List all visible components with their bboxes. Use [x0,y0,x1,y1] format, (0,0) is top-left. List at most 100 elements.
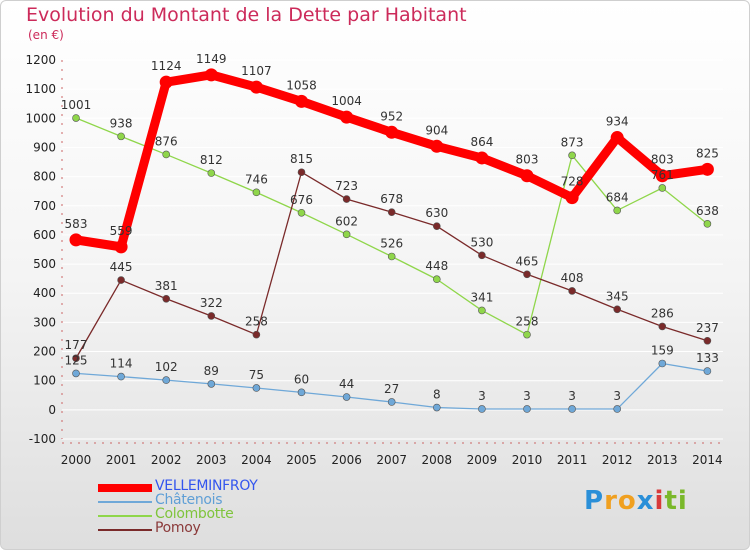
chart-title: Evolution du Montant de la Dette par Hab… [26,4,467,26]
data-point [295,94,308,108]
data-point [658,359,667,368]
data-point [72,354,80,363]
data-label: 125 [65,353,88,367]
x-tick-label: 2003 [196,453,227,467]
y-tick-label: 400 [33,286,56,300]
series-châtenois [72,359,712,413]
data-point [117,276,125,284]
data-point [297,168,306,177]
data-label: 825 [696,146,719,160]
data-label: 3 [478,389,486,403]
legend-label: VELLEMINFROY [155,478,258,494]
legend-swatch [98,515,152,517]
data-point [117,372,125,381]
legend-swatch [98,529,152,531]
data-point [249,80,263,94]
data-label: 938 [110,116,133,130]
data-point [342,195,351,203]
data-point [204,68,218,82]
data-label: 1124 [151,59,182,73]
data-point [162,376,170,384]
data-point [207,169,216,177]
data-label: 322 [200,296,223,310]
logo-letter: t [664,486,678,516]
data-label: 761 [651,168,674,182]
data-point [252,188,261,197]
x-tick-label: 2012 [602,453,633,467]
data-point [613,206,622,215]
data-point [297,388,306,397]
proxiti-logo: Proxiti [584,486,688,516]
y-tick-label: 1000 [25,111,56,125]
logo-letter: i [677,486,688,516]
unit-label: (en €) [28,28,64,42]
data-point [568,287,576,295]
data-label: 1001 [61,98,92,112]
data-label: 864 [470,135,493,149]
data-point [432,222,441,230]
data-label: 728 [561,175,584,189]
data-point [613,305,622,314]
data-label: 530 [470,235,493,249]
data-label: 448 [425,259,448,273]
data-label: 258 [516,315,539,329]
data-point [387,398,396,406]
data-point [523,405,531,413]
x-tick-label: 2010 [512,453,543,467]
x-tick-label: 2004 [241,453,272,467]
data-label: 904 [425,123,448,137]
data-label: 723 [335,179,358,193]
data-label: 102 [155,360,178,374]
data-point [613,405,622,413]
data-point [568,151,576,160]
y-tick-label: 700 [33,199,56,213]
data-point [159,75,173,89]
data-label: 876 [155,134,178,148]
data-label: 408 [561,271,584,285]
data-point [162,150,170,159]
data-label: 815 [290,152,313,166]
data-label: 803 [651,153,674,167]
y-tick-label: 200 [33,345,56,359]
data-point [523,270,531,279]
data-point [478,306,486,315]
data-label: 3 [568,389,576,403]
y-tick-label: 100 [33,374,56,388]
data-label: 684 [606,190,629,204]
legend-label: Pomoy [155,520,201,536]
data-label: 1004 [331,94,362,108]
data-point [385,125,399,139]
data-label: 583 [65,217,88,231]
data-point [69,233,83,247]
data-point [478,405,486,413]
series-line [71,70,712,252]
legend-label: Châtenois [155,492,223,508]
y-tick-label: 1100 [25,82,56,96]
data-label: 27 [384,382,399,396]
data-label: 381 [155,279,178,293]
data-label: 1058 [286,78,317,92]
logo-letter: o [617,486,637,516]
data-label: 445 [110,260,133,274]
data-label: 3 [523,389,531,403]
data-point [432,403,441,412]
data-label: 75 [249,368,264,382]
data-point [700,162,714,176]
logo-letter: r [604,486,618,516]
y-tick-label: 1200 [25,53,56,67]
data-point [432,275,441,284]
series-colombotte [72,114,712,339]
y-tick-label: 300 [33,315,56,329]
data-label: 8 [433,388,441,402]
data-point [72,369,80,378]
data-point [610,131,624,145]
data-point [297,208,306,217]
data-point [252,384,261,392]
data-label: 237 [696,321,719,335]
data-point [475,151,489,165]
data-point [162,294,170,303]
data-label: 630 [425,206,448,220]
data-point [207,380,216,388]
data-point [703,367,712,375]
